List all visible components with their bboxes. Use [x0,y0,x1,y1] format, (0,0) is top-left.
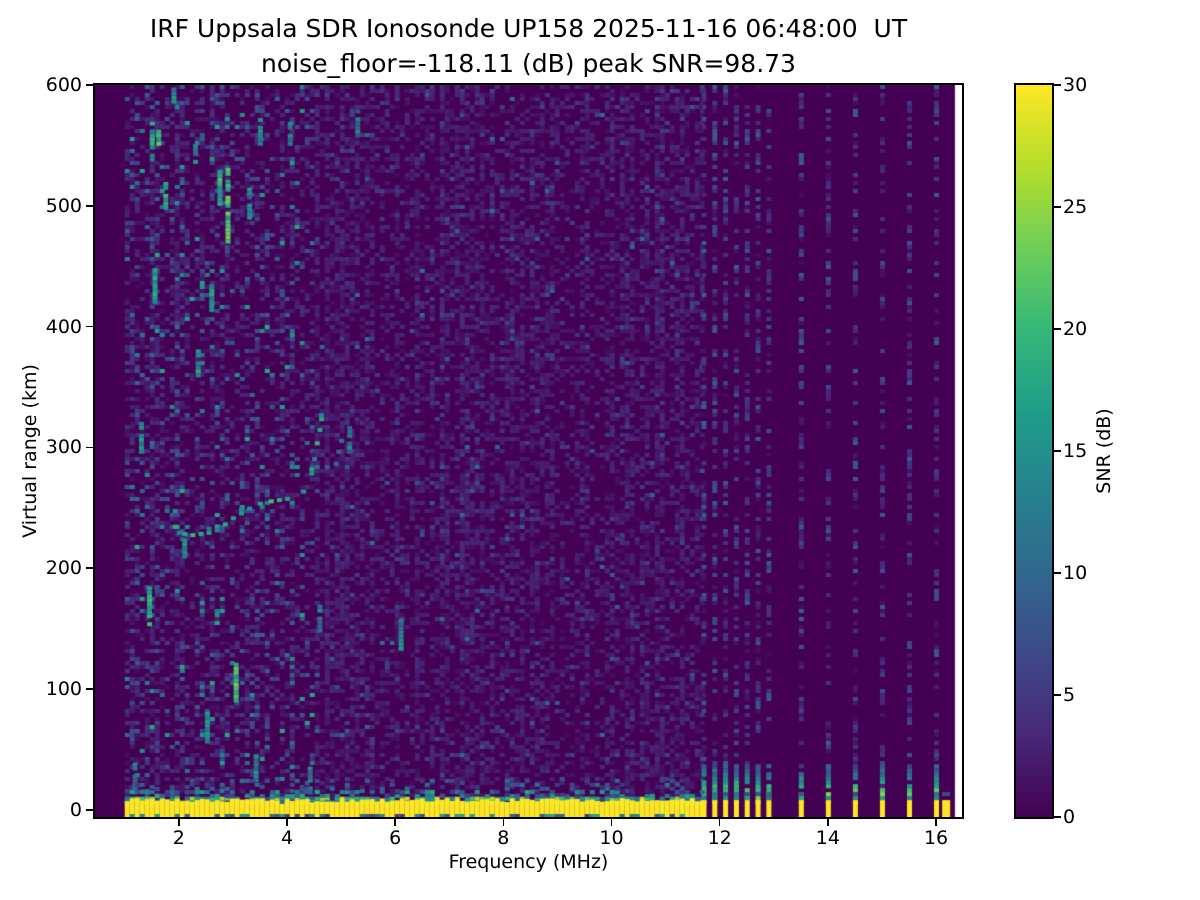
colorbar-tick-label: 15 [1063,440,1088,462]
x-tick-label: 2 [172,827,185,849]
x-tick-mark [610,819,613,826]
chart-subtitle: noise_floor=-118.11 (dB) peak SNR=98.73 [261,49,796,78]
colorbar-tick-mark [1054,328,1061,330]
colorbar-tick-mark [1054,450,1061,452]
y-tick-label: 100 [45,677,82,700]
y-tick-mark [86,205,93,207]
x-tick-label: 8 [497,827,510,849]
y-tick-label: 0 [69,798,82,821]
x-tick-label: 4 [280,827,294,849]
plot-frame [93,83,964,819]
colorbar-tick-label: 10 [1063,562,1088,584]
x-tick-label: 12 [707,827,732,849]
x-tick-mark [502,819,505,826]
colorbar-tick-mark [1054,84,1061,86]
x-tick-mark [394,819,396,826]
y-tick-label: 400 [45,315,82,338]
y-tick-mark [86,809,93,811]
colorbar-tick-mark [1054,572,1061,574]
colorbar-canvas [1016,85,1052,817]
x-tick-label: 16 [923,827,949,849]
colorbar-tick-mark [1054,816,1061,818]
x-tick-mark [178,819,180,826]
colorbar-tick-label: 20 [1063,318,1088,340]
heatmap-canvas [95,85,962,817]
y-tick-mark [86,688,93,690]
colorbar-tick-label: 5 [1063,684,1076,706]
y-tick-mark [86,446,93,449]
x-tick-mark [286,819,288,826]
y-tick-label: 300 [45,436,82,459]
x-tick-mark [718,819,721,826]
y-tick-mark [86,567,93,569]
chart-title: IRF Uppsala SDR Ionosonde UP158 2025-11-… [149,14,908,43]
y-tick-label: 500 [45,194,82,217]
colorbar-tick-label: 0 [1063,806,1076,828]
x-axis-label: Frequency (MHz) [448,851,609,873]
colorbar-tick-label: 25 [1063,196,1088,218]
x-tick-mark [935,819,937,826]
y-tick-label: 600 [45,74,82,96]
colorbar-frame [1014,83,1054,819]
colorbar-tick-mark [1054,694,1061,696]
y-tick-mark [86,325,93,328]
y-tick-mark [86,84,93,86]
colorbar-tick-label: 30 [1063,74,1088,96]
y-tick-label: 200 [45,557,82,580]
x-tick-label: 6 [389,827,402,849]
x-tick-label: 10 [599,827,624,849]
colorbar-tick-mark [1054,206,1061,208]
x-tick-mark [827,819,829,826]
x-tick-label: 14 [815,827,840,849]
